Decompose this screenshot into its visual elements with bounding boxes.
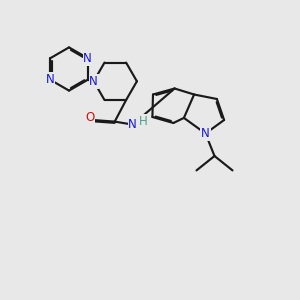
- Text: O: O: [85, 111, 94, 124]
- Text: N: N: [201, 127, 210, 140]
- Text: H: H: [139, 115, 148, 128]
- Text: N: N: [128, 118, 137, 131]
- Text: N: N: [83, 52, 92, 65]
- Text: N: N: [46, 73, 55, 86]
- Text: N: N: [89, 75, 98, 88]
